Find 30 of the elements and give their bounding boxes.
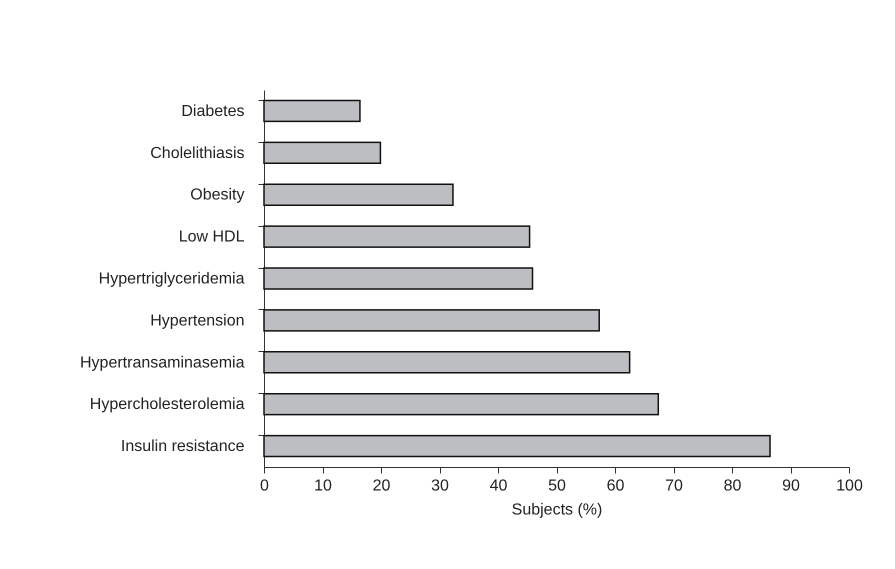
y-tick-label: Hypertransaminasemia	[80, 354, 245, 372]
bar	[263, 434, 771, 458]
bar	[263, 309, 600, 332]
bar	[263, 225, 530, 248]
x-axis-title: Subjects (%)	[512, 502, 602, 518]
x-tick-label: 80	[724, 478, 742, 494]
y-tick-label: Insulin resistance	[120, 438, 245, 456]
bar	[263, 392, 660, 416]
y-tick-label: Cholelithiasis	[150, 144, 244, 162]
bar	[263, 142, 382, 164]
bar	[263, 100, 361, 122]
x-tick-label: 0	[260, 478, 270, 494]
x-tick-label: 70	[665, 478, 683, 494]
y-tick-label: Hypercholesterolemia	[90, 396, 245, 414]
y-tick-label: Hypertension	[150, 312, 244, 330]
x-tick-label: 40	[490, 478, 508, 494]
bar	[263, 184, 454, 206]
bar	[263, 267, 534, 290]
y-tick-label: Hypertriglyceridemia	[98, 270, 245, 288]
x-tick-label: 20	[372, 478, 390, 494]
x-tick-label: 10	[314, 478, 332, 494]
x-tick-label: 30	[431, 478, 449, 494]
y-tick-label: Diabetes	[181, 102, 244, 120]
bar	[263, 351, 630, 374]
x-tick-label: 90	[782, 478, 800, 494]
x-tick-label: 100	[836, 478, 863, 494]
y-tick-label: Low HDL	[178, 228, 245, 246]
x-tick-label: 50	[548, 478, 566, 494]
x-tick-label: 60	[606, 478, 624, 494]
y-tick-label: Obesity	[190, 186, 244, 204]
